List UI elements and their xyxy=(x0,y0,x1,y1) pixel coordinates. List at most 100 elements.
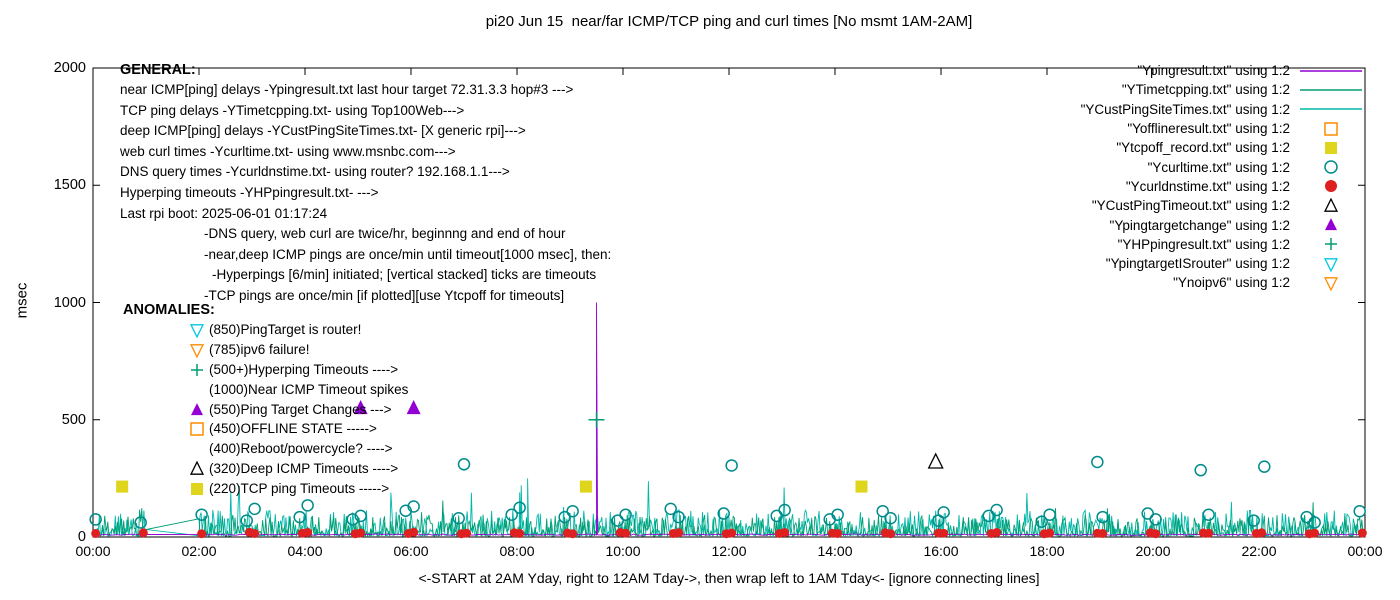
legend-circle-open-icon xyxy=(1324,160,1338,174)
anomaly-line: (785)ipv6 failure! xyxy=(123,340,408,360)
legend-triangle-down-open-icon xyxy=(1323,277,1339,291)
x-tick-label: 00:00 xyxy=(75,543,111,559)
anomaly-text: (220)TCP ping Timeouts -----> xyxy=(209,480,390,496)
anomaly-text: (850)PingTarget is router! xyxy=(209,322,362,338)
legend-label: "Ycurldnstime.txt" using 1:2 xyxy=(1125,178,1290,194)
series-points-deep_icmp_timeout xyxy=(927,452,944,469)
legend-line-sample-icon xyxy=(1300,89,1362,91)
legend-row-ping_target_change: "Ypingtargetchange" using 1:2 xyxy=(1081,215,1364,234)
x-tick-label: 02:00 xyxy=(181,543,217,559)
series-line-near_icmp xyxy=(92,302,1366,536)
anomalies-heading: ANOMALIES: xyxy=(123,302,215,318)
legend-label: "YCustPingTimeout.txt" using 1:2 xyxy=(1091,198,1290,214)
legend-row-hyperping_timeout: "YHPpingresult.txt" using 1:2 xyxy=(1081,235,1364,254)
general-note-line: web curl times -Ycurltime.txt- using www… xyxy=(120,143,456,159)
y-tick-label: 2000 xyxy=(53,60,86,76)
legend-row-near_icmp: "Ypingresult.txt" using 1:2 xyxy=(1081,61,1364,80)
anomaly-text: (450)OFFLINE STATE -----> xyxy=(209,421,377,437)
general-note-line: -near,deep ICMP pings are once/min until… xyxy=(204,246,612,262)
general-lines: near ICMP[ping] delays -Ypingresult.txt … xyxy=(120,80,611,307)
y-tick-label: 500 xyxy=(61,411,86,428)
x-tick-label: 10:00 xyxy=(605,543,641,559)
general-heading: GENERAL: xyxy=(120,62,196,78)
x-tick-label: 16:00 xyxy=(923,543,959,559)
anomaly-text: (785)ipv6 failure! xyxy=(209,342,310,358)
legend-label: "YpingtargetISrouter" using 1:2 xyxy=(1105,256,1290,272)
anomaly-square-open-icon xyxy=(190,422,204,437)
x-tick-label: 22:00 xyxy=(1241,543,1277,559)
legend-row-web_curl: "Ycurltime.txt" using 1:2 xyxy=(1081,157,1364,176)
legend-label: "YTimetcpping.txt" using 1:2 xyxy=(1121,82,1290,98)
y-tick-label: 0 xyxy=(77,529,86,545)
general-note-line: -DNS query, web curl are twice/hr, begin… xyxy=(204,226,566,242)
legend-label: "Ypingresult.txt" using 1:2 xyxy=(1137,63,1290,79)
series-points-ping_target_change xyxy=(353,399,421,415)
anomaly-line: (850)PingTarget is router! xyxy=(123,320,408,340)
x-tick-label: 20:00 xyxy=(1135,543,1171,559)
legend-square-filled-icon xyxy=(1325,141,1337,154)
legend-label: "YHPpingresult.txt" using 1:2 xyxy=(1117,236,1290,252)
legend-triangle-up-filled-icon xyxy=(1325,218,1337,231)
legend-label: "Ytcpoff_record.txt" using 1:2 xyxy=(1116,140,1290,156)
legend-row-offline: "Yofflineresult.txt" using 1:2 xyxy=(1081,119,1364,138)
legend-line-sample-icon xyxy=(1300,108,1362,110)
series-points-web_curl xyxy=(89,455,1366,529)
anomaly-line: (320)Deep ICMP Timeouts ----> xyxy=(123,459,408,479)
general-note-line: Hyperping timeouts -YHPpingresult.txt- -… xyxy=(120,184,379,200)
x-tick-label: 12:00 xyxy=(711,543,747,559)
series-points-tcp_timeout xyxy=(116,480,868,493)
anomaly-line: (500+)Hyperping Timeouts ----> xyxy=(123,360,408,380)
legend-triangle-down-open-icon xyxy=(1323,257,1339,272)
legend-row-tcp_ping: "YTimetcpping.txt" using 1:2 xyxy=(1081,80,1364,99)
anomaly-triangle-down-open-icon xyxy=(189,324,205,339)
anomaly-triangle-up-filled-icon xyxy=(191,402,203,415)
anomaly-line: (220)TCP ping Timeouts -----> xyxy=(123,478,408,498)
general-note-line: Last rpi boot: 2025-06-01 01:17:24 xyxy=(120,205,328,221)
legend-label: "Ypingtargetchange" using 1:2 xyxy=(1109,217,1290,233)
x-tick-label: 00:00 xyxy=(1347,543,1383,559)
general-notes: GENERAL: near ICMP[ping] delays -Ypingre… xyxy=(120,60,611,307)
anomaly-text: (320)Deep ICMP Timeouts ----> xyxy=(209,460,399,476)
anomaly-line: (1000)Near ICMP Timeout spikes xyxy=(123,379,408,399)
anomaly-no-icon xyxy=(189,381,206,398)
legend-row-deep_icmp_timeout: "YCustPingTimeout.txt" using 1:2 xyxy=(1081,196,1364,215)
anomaly-triangle-down-open-icon xyxy=(189,344,205,359)
general-note-line: -TCP pings are once/min [if plotted][use… xyxy=(204,287,565,303)
legend-row-target_is_router: "YpingtargetISrouter" using 1:2 xyxy=(1081,254,1364,273)
general-note-line: deep ICMP[ping] delays -YCustPingSiteTim… xyxy=(120,123,526,139)
anomaly-text: (1000)Near ICMP Timeout spikes xyxy=(209,381,409,397)
y-tick-label: 1500 xyxy=(53,177,86,194)
legend-row-tcp_timeout: "Ytcpoff_record.txt" using 1:2 xyxy=(1081,138,1364,157)
anomaly-notes: ANOMALIES: (850)PingTarget is router! (78… xyxy=(123,300,408,498)
legend-row-deep_icmp: "YCustPingSiteTimes.txt" using 1:2 xyxy=(1081,100,1364,119)
legend-label: "Ycurltime.txt" using 1:2 xyxy=(1147,159,1290,175)
legend-square-open-icon xyxy=(1324,121,1338,136)
x-tick-label: 06:00 xyxy=(393,543,429,559)
legend-plus-icon xyxy=(1325,238,1337,251)
legend-row-no_ipv6: "Ynoipv6" using 1:2 xyxy=(1081,273,1364,292)
chart-title: pi20 Jun 15 near/far ICMP/TCP ping and c… xyxy=(485,13,973,30)
series-points-hyperping_timeout xyxy=(588,411,605,428)
legend: "Ypingresult.txt" using 1:2 "YTimetcpping… xyxy=(1081,61,1364,293)
x-axis-label: <-START at 2AM Yday, right to 12AM Tday-… xyxy=(418,570,1040,586)
series-points-dns_query xyxy=(91,527,1367,539)
anomaly-triangle-up-open-icon xyxy=(189,460,205,475)
anomaly-text: (400)Reboot/powercycle? ----> xyxy=(209,441,393,457)
anomaly-line: (450)OFFLINE STATE -----> xyxy=(123,419,408,439)
anomaly-line: (550)Ping Target Changes ---> xyxy=(123,399,408,419)
anomaly-text: (550)Ping Target Changes ---> xyxy=(209,401,392,417)
legend-label: "YCustPingSiteTimes.txt" using 1:2 xyxy=(1080,101,1290,117)
x-tick-label: 18:00 xyxy=(1029,543,1065,559)
y-tick-label: 1000 xyxy=(53,294,86,311)
x-tick-label: 04:00 xyxy=(287,543,323,559)
x-tick-label: 08:00 xyxy=(499,543,535,559)
legend-label: "Ynoipv6" using 1:2 xyxy=(1173,275,1290,291)
anomaly-plus-icon xyxy=(191,363,203,376)
legend-triangle-up-open-icon xyxy=(1323,197,1339,212)
x-tick-label: 14:00 xyxy=(817,543,853,559)
legend-circle-filled-icon xyxy=(1325,180,1337,193)
anomaly-no-icon xyxy=(189,440,206,457)
general-note-line: TCP ping delays -YTimetcpping.txt- using… xyxy=(120,102,465,118)
